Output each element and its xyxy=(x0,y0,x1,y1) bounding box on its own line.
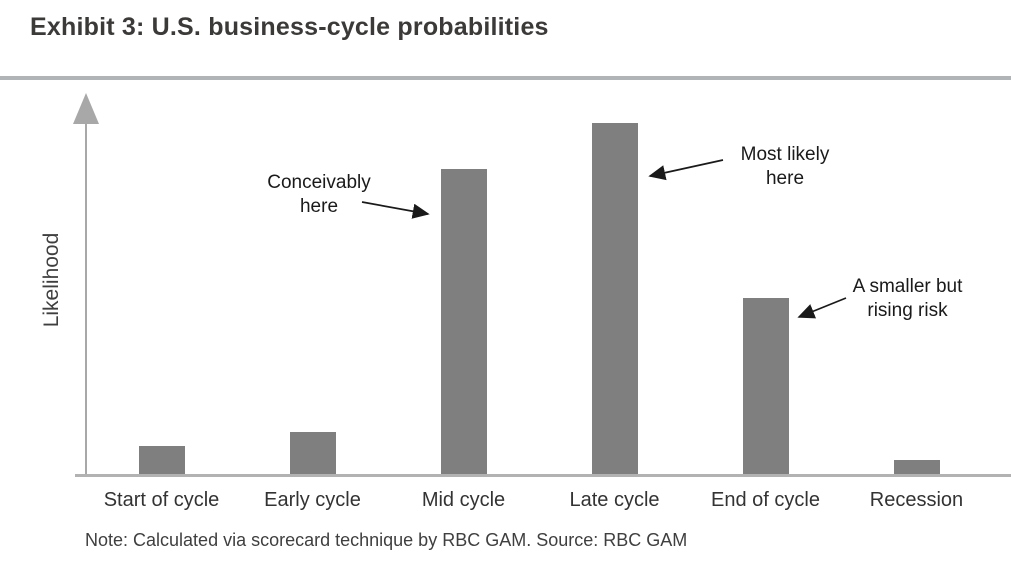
exhibit-title: Exhibit 3: U.S. business-cycle probabili… xyxy=(30,13,549,41)
annotation-conceivably-here: Conceivably here xyxy=(267,172,371,217)
x-axis-label-late-cycle: Late cycle xyxy=(569,489,660,511)
x-axis-label-recession: Recession xyxy=(869,489,964,511)
annotation-arrow-conceivably xyxy=(361,201,430,219)
x-axis-label-start-of-cycle: Start of cycle xyxy=(103,489,220,511)
y-axis-arrow-icon xyxy=(73,93,99,124)
x-axis-label-end-of-cycle: End of cycle xyxy=(711,489,820,511)
bar-recession xyxy=(893,460,940,474)
y-axis-label: Likelihood xyxy=(40,232,63,328)
annotation-smaller-rising-risk: A smaller but rising risk xyxy=(852,276,963,321)
bar-late-cycle xyxy=(591,123,638,474)
annotation-arrow-rising-risk xyxy=(797,297,847,319)
x-axis-label-early-cycle: Early cycle xyxy=(264,489,361,511)
annotation-arrow-most-likely xyxy=(648,159,724,181)
bar-end-of-cycle xyxy=(742,298,789,474)
title-divider xyxy=(0,76,1011,80)
source-note: Note: Calculated via scorecard technique… xyxy=(85,530,688,550)
bar-early-cycle xyxy=(289,432,336,474)
bar-start-of-cycle xyxy=(138,446,185,474)
annotation-most-likely-here: Most likely here xyxy=(740,144,830,189)
x-axis-label-mid-cycle: Mid cycle xyxy=(421,489,506,511)
bar-mid-cycle xyxy=(440,169,487,474)
